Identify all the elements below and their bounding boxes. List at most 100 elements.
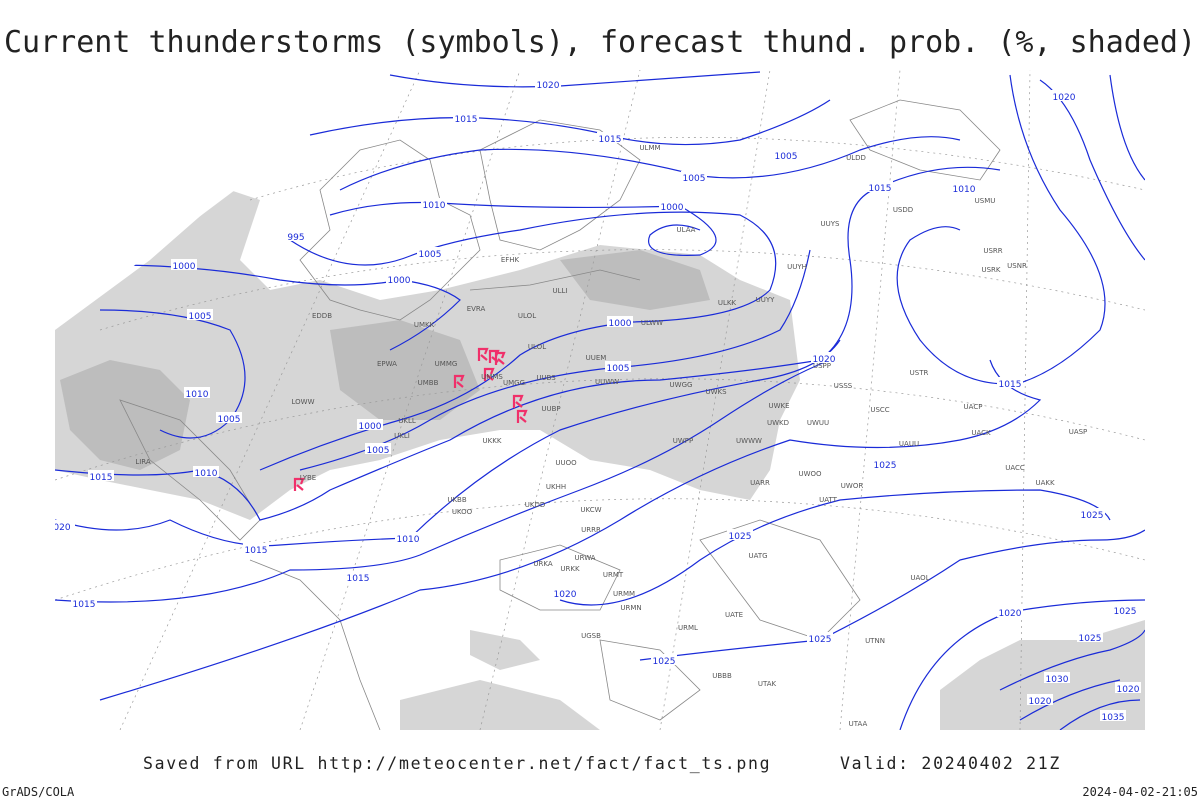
isobar-label: 1015	[245, 546, 268, 556]
station-code: UKBB	[447, 496, 467, 504]
isobar-label: 1015	[73, 600, 96, 610]
station-code: UAUU	[899, 440, 919, 448]
thunderstorm-symbol	[293, 477, 305, 491]
thunderstorm-symbol	[483, 367, 495, 381]
isobar-label: 1005	[218, 415, 241, 425]
thunderstorm-symbols	[293, 347, 528, 491]
software: GrADS/COLA	[2, 785, 75, 799]
map-title: Current thunderstorms (symbols), forecas…	[4, 25, 1196, 60]
isobar-label: 1030	[1046, 675, 1069, 685]
isobar-label: 1020	[1117, 685, 1140, 695]
isobar-label: 1010	[953, 185, 976, 195]
isobar-label: 995	[287, 233, 304, 243]
isobar-label-bg	[1051, 90, 1077, 101]
station-code: UUBP	[541, 405, 560, 413]
station-code: UAKK	[1035, 479, 1055, 487]
isobar-label: 1025	[653, 657, 676, 667]
isobar-label-bg	[867, 181, 893, 192]
isobar-label: 1000	[388, 276, 411, 286]
isobar-label-bg	[187, 309, 213, 320]
isobar-label: 1015	[999, 380, 1022, 390]
station-code: UWKE	[768, 402, 789, 410]
probability-shading	[55, 190, 1145, 730]
station-code: USNR	[1007, 262, 1027, 270]
isobar-label-bg	[1100, 710, 1126, 721]
station-code: UUBS	[536, 374, 556, 382]
isobar-label-bg	[55, 520, 75, 531]
isobar-label: 1020	[1053, 93, 1076, 103]
station-code: ULOL	[518, 312, 536, 320]
station-code: UBBB	[712, 672, 732, 680]
station-code: UWOO	[798, 470, 822, 478]
isobar-label: 1005	[367, 446, 390, 456]
isobar-label-bg	[345, 571, 371, 582]
station-code: EFHK	[501, 256, 520, 264]
isobar-label: 1005	[775, 152, 798, 162]
station-code: UWKS	[705, 388, 727, 396]
station-code: USPP	[813, 362, 831, 370]
isobar-label-bg	[357, 419, 383, 430]
isobar-label: 1005	[607, 364, 630, 374]
isobar-label: 1020	[537, 81, 560, 91]
isobar-label: 1000	[661, 203, 684, 213]
station-code: UWPP	[673, 437, 694, 445]
isobar-label-bg	[283, 230, 309, 241]
station-code: UWKD	[767, 419, 789, 427]
isobar-label-bg	[1079, 508, 1105, 519]
station-code: URWA	[574, 554, 595, 562]
station-code: UGSB	[581, 632, 601, 640]
thunderstorm-symbol	[494, 351, 506, 365]
isobar-label: 1025	[1079, 634, 1102, 644]
station-code: UWWW	[736, 437, 762, 445]
isobar-label: 1020	[999, 609, 1022, 619]
station-code: UACP	[964, 403, 983, 411]
isobar-label-bg	[1044, 672, 1070, 683]
isobar-label: 1005	[419, 250, 442, 260]
station-code: UWGG	[670, 381, 693, 389]
isobar-label-bg	[681, 171, 707, 182]
station-code: URRR	[581, 526, 601, 534]
isobar-label-bg	[88, 470, 114, 481]
station-code: EPWA	[377, 360, 397, 368]
station-code: UTAK	[758, 680, 777, 688]
station-code: UUWW	[595, 378, 619, 386]
isobar-label: 1000	[359, 422, 382, 432]
isobar-label: 1000	[609, 319, 632, 329]
station-code: LIRA	[135, 458, 151, 466]
station-code: UMMS	[481, 373, 503, 381]
isobar-label-bg	[386, 273, 412, 284]
valid-time: Valid: 20240402 21Z	[840, 754, 1061, 773]
station-code: USRR	[983, 247, 1002, 255]
station-code: USRK	[981, 266, 1000, 274]
station-code: UATE	[725, 611, 743, 619]
isobar-label-bg	[535, 78, 561, 89]
isobar-label: 1010	[397, 535, 420, 545]
station-code: UKCW	[580, 506, 601, 514]
isobar-label: 1010	[195, 469, 218, 479]
isobar-label: 1005	[189, 312, 212, 322]
isobar-label: 1025	[1114, 607, 1137, 617]
isobar-label: 1025	[729, 532, 752, 542]
station-code: UKOO	[452, 508, 473, 516]
station-code: UUEM	[586, 354, 607, 362]
thunderstorm-symbol	[477, 347, 489, 361]
station-code: USTR	[910, 369, 929, 377]
isobar-label-bg	[417, 247, 443, 258]
station-code: URMM	[613, 590, 635, 598]
isobar-label: 1015	[599, 135, 622, 145]
isobar-label: 1010	[186, 390, 209, 400]
isobar-label: 1025	[809, 635, 832, 645]
thunderstorm-symbol	[512, 394, 524, 408]
station-code: USCC	[870, 406, 889, 414]
map-labels: 1020 1015 1015 1005 1005 1010 1000 995 1005 1000 1…	[55, 78, 1141, 728]
station-code: ULOL	[528, 343, 546, 351]
isobar-label-bg	[659, 200, 685, 211]
station-code: UMGG	[503, 379, 525, 387]
station-code: UAOL	[910, 574, 929, 582]
station-code: UATG	[748, 552, 767, 560]
station-code: UUYS	[821, 220, 841, 228]
isobar-label-bg	[607, 316, 633, 327]
isobar-label: 1025	[1081, 511, 1104, 521]
isobar-label-bg	[597, 132, 623, 143]
